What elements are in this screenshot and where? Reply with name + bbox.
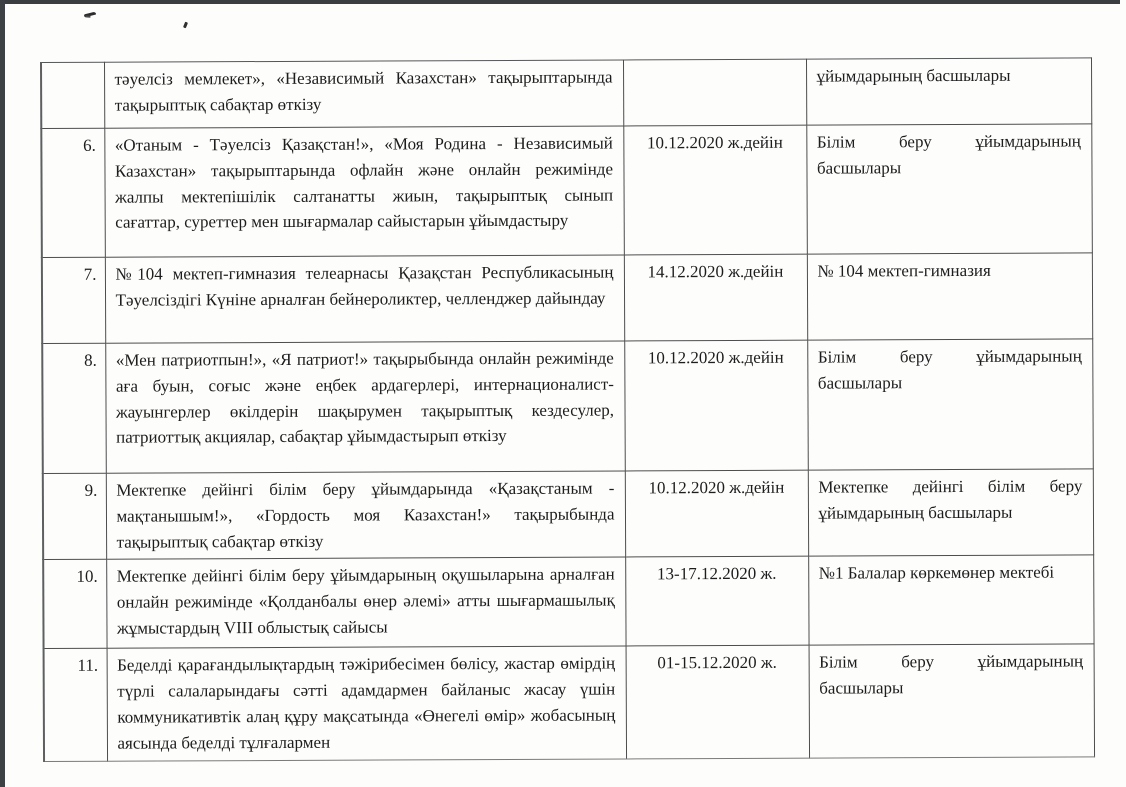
table-row-11: 11. Беделді қарағандылықтардың тәжірибес… bbox=[43, 644, 1095, 762]
table-row-9: 9. Мектепке дейінгі білім беру ұйымдарын… bbox=[42, 468, 1094, 560]
activity-cell: тәуелсіз мемлекет», «Независимый Казахст… bbox=[104, 59, 624, 129]
responsible-cell: Мектепке дейінгі білім беру ұйымдарының … bbox=[807, 468, 1094, 557]
activity-cell: №104 мектеп-гимназия телеарнасы Қазақста… bbox=[104, 254, 625, 344]
scanner-edge-top bbox=[0, 0, 1120, 4]
activity-cell: Мектепке дейінгі білім беру ұйымдарында … bbox=[105, 470, 626, 560]
table-row-6: 6. «Отаным - Тәуелсіз Қазақстан!», «Моя … bbox=[41, 123, 1092, 258]
deadline-cell bbox=[622, 59, 807, 126]
row-number-cell: 10. bbox=[43, 559, 107, 649]
pen-dot-mark bbox=[182, 21, 189, 29]
responsible-cell: Білім беру ұйымдарының басшылары bbox=[807, 338, 1093, 471]
table-row-10: 10. Мектепке дейінгі білім беру ұйымдары… bbox=[43, 555, 1094, 649]
table-row-7: 7. №104 мектеп-гимназия телеарнасы Қазақ… bbox=[41, 252, 1093, 344]
deadline-cell: 10.12.2020 ж.дейін bbox=[623, 125, 807, 255]
row-number-cell: 6. bbox=[41, 128, 105, 258]
responsible-cell: №1 Балалар көркемөнер мектебі bbox=[808, 555, 1094, 646]
table-row-8: 8. «Мен патриотпын!», «Я патриот!» тақыр… bbox=[42, 338, 1093, 474]
deadline-cell: 13-17.12.2020 ж. bbox=[625, 556, 809, 647]
action-plan-table: тәуелсіз мемлекет», «Независимый Казахст… bbox=[40, 57, 1095, 762]
activity-cell: Беделді қарағандылықтардың тәжірибесімен… bbox=[106, 646, 627, 761]
activity-cell: Мектепке дейінгі білім беру ұйымдарының … bbox=[106, 557, 626, 649]
pen-smudge-mark bbox=[83, 11, 97, 18]
row-number-cell: 11. bbox=[43, 648, 108, 762]
scanner-edge-left bbox=[0, 0, 5, 787]
deadline-cell: 14.12.2020 ж.дейін bbox=[623, 254, 808, 341]
responsible-cell: ұйымдарының басшылары bbox=[805, 57, 1092, 126]
deadline-cell: 10.12.2020 ж.дейін bbox=[624, 340, 808, 471]
row-number-cell: 8. bbox=[42, 343, 106, 474]
row-number-cell: 7. bbox=[41, 257, 106, 344]
activity-cell: «Мен патриотпын!», «Я патриот!» тақырыбы… bbox=[105, 340, 625, 474]
row-number-cell: 9. bbox=[42, 473, 107, 560]
row-number-cell bbox=[41, 62, 105, 129]
activity-cell: «Отаным - Тәуелсіз Қазақстан!», «Моя Род… bbox=[104, 125, 624, 258]
responsible-cell: № 104 мектеп-гимназия bbox=[806, 252, 1093, 341]
table-row-continuation: тәуелсіз мемлекет», «Независимый Казахст… bbox=[41, 57, 1092, 129]
deadline-cell: 01-15.12.2020 ж. bbox=[625, 645, 810, 759]
deadline-cell: 10.12.2020 ж.дейін bbox=[624, 470, 809, 558]
responsible-cell: Білім беру ұйымдарының басшылары bbox=[806, 123, 1092, 255]
responsible-cell: Білім беру ұйымдарының басшылары bbox=[808, 644, 1095, 758]
